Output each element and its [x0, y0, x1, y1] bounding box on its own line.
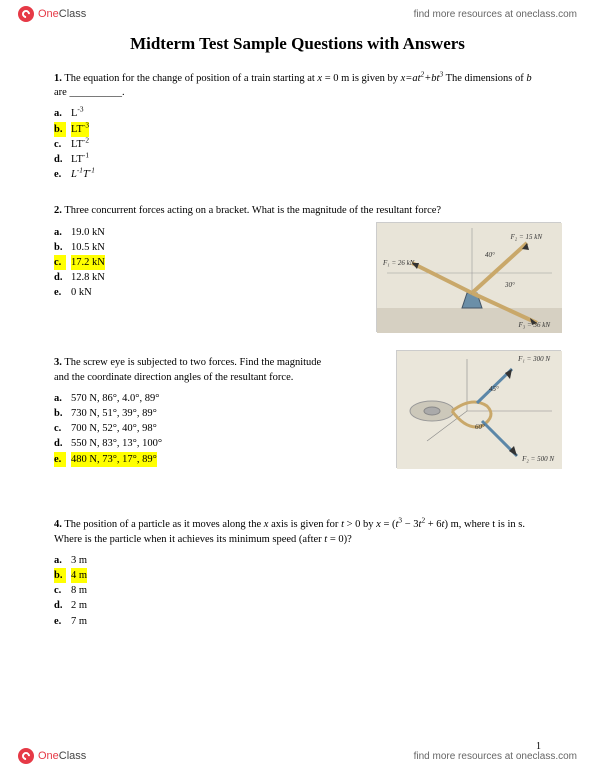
q3-f2-label: F₂ = 500 N [522, 455, 554, 463]
q2-a1-label: 40° [485, 251, 495, 259]
resources-link-top[interactable]: find more resources at oneclass.com [414, 9, 577, 20]
q4-opt-d: d.2 m [54, 598, 541, 613]
q1-opt-b: b.LT-3 [54, 122, 541, 137]
page-content: Midterm Test Sample Questions with Answe… [54, 34, 541, 736]
footer-bar: OneClass find more resources at oneclass… [0, 742, 595, 770]
q2-f1-label: F₁ = 26 kN [383, 259, 414, 267]
q4-text: 4. The position of a particle as it move… [54, 518, 541, 546]
question-3: 3. The screw eye is subjected to two for… [54, 356, 541, 496]
q1-options: a.L-3 b.LT-3 c.LT-2 d.LT-1 e.L-1T-1 [54, 106, 541, 182]
q1-text: 1. The equation for the change of positi… [54, 72, 541, 100]
q2-f2-label: F₂ = 15 kN [511, 233, 542, 241]
q3-a2-label: 60° [475, 423, 485, 431]
question-4: 4. The position of a particle as it move… [54, 518, 541, 628]
q3-text: 3. The screw eye is subjected to two for… [54, 356, 324, 384]
resources-link-bottom[interactable]: find more resources at oneclass.com [414, 751, 577, 762]
q4-opt-e: e.7 m [54, 614, 541, 629]
brand-text: OneClass [38, 8, 86, 20]
q4-opt-a: a.3 m [54, 553, 541, 568]
q3-opt-e: e.480 N, 73°, 17°, 89° [54, 452, 324, 467]
q2-f3-label: F₃ = 36 kN [519, 321, 550, 329]
q4-opt-c: c.8 m [54, 583, 541, 598]
q1-opt-c: c.LT-2 [54, 137, 541, 152]
q3-options: a.570 N, 86°, 4.0°, 89° b.730 N, 51°, 39… [54, 391, 324, 467]
brand-text-footer: OneClass [38, 750, 86, 762]
question-1: 1. The equation for the change of positi… [54, 72, 541, 182]
q3-opt-c: c.700 N, 52°, 40°, 98° [54, 421, 324, 436]
q4-opt-b: b.4 m [54, 568, 541, 583]
q3-diagram-icon [397, 351, 562, 469]
q1-opt-e: e.L-1T-1 [54, 167, 541, 182]
q2-text: 2. Three concurrent forces acting on a b… [54, 204, 541, 218]
page-title: Midterm Test Sample Questions with Answe… [54, 34, 541, 54]
q3-a1-label: 45° [489, 385, 499, 393]
q4-options: a.3 m b.4 m c.8 m d.2 m e.7 m [54, 553, 541, 629]
logo-icon [18, 6, 34, 22]
q1-opt-a: a.L-3 [54, 106, 541, 121]
question-2: 2. Three concurrent forces acting on a b… [54, 204, 541, 334]
q2-figure: F₁ = 26 kN F₂ = 15 kN F₃ = 36 kN 40° 30° [376, 222, 561, 332]
q3-f1-label: F₁ = 300 N [518, 355, 550, 363]
q2-a2-label: 30° [505, 281, 515, 289]
q3-opt-d: d.550 N, 83°, 13°, 100° [54, 436, 324, 451]
q1-opt-d: d.LT-1 [54, 152, 541, 167]
q3-opt-b: b.730 N, 51°, 39°, 89° [54, 406, 324, 421]
brand-logo: OneClass [18, 6, 86, 22]
brand-logo-footer: OneClass [18, 748, 86, 764]
q3-figure: F₁ = 300 N F₂ = 500 N 45° 60° [396, 350, 561, 468]
q3-opt-a: a.570 N, 86°, 4.0°, 89° [54, 391, 324, 406]
header-bar: OneClass find more resources at oneclass… [0, 0, 595, 28]
logo-icon-footer [18, 748, 34, 764]
